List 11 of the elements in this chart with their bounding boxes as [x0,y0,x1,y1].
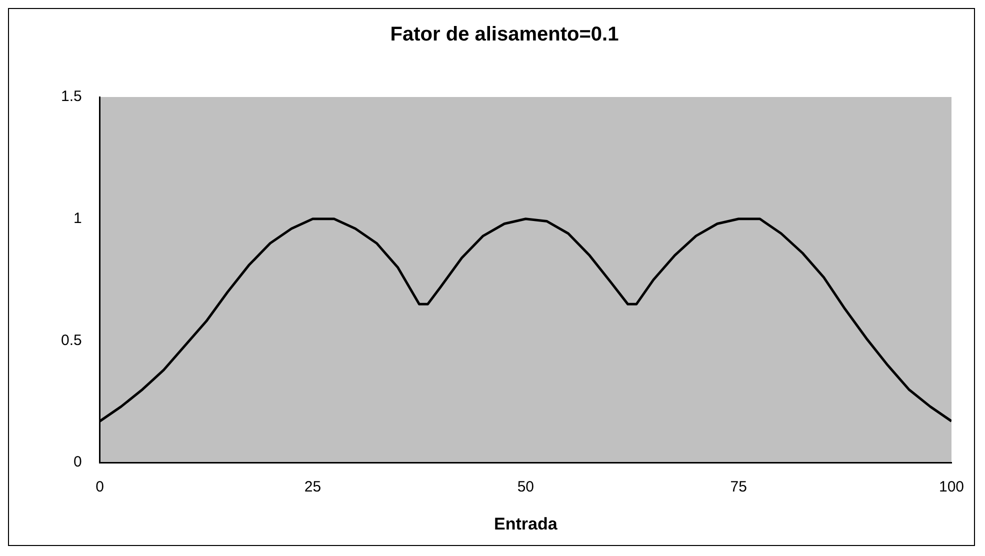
x-tick-label: 0 [96,478,104,496]
x-tick-label: 25 [304,478,322,496]
x-tick-label: 50 [517,478,534,496]
chart-title: Fator de alisamento=0.1 [390,24,619,46]
x-axis-title: Entrada [494,514,558,534]
y-tick-label: 0.5 [60,332,82,349]
y-tick-label: 0 [74,454,82,471]
x-tick-label: 100 [938,478,964,496]
y-tick-label: 1.5 [60,88,82,106]
y-tick-label: 1 [74,210,82,228]
x-tick-label: 75 [730,478,747,496]
